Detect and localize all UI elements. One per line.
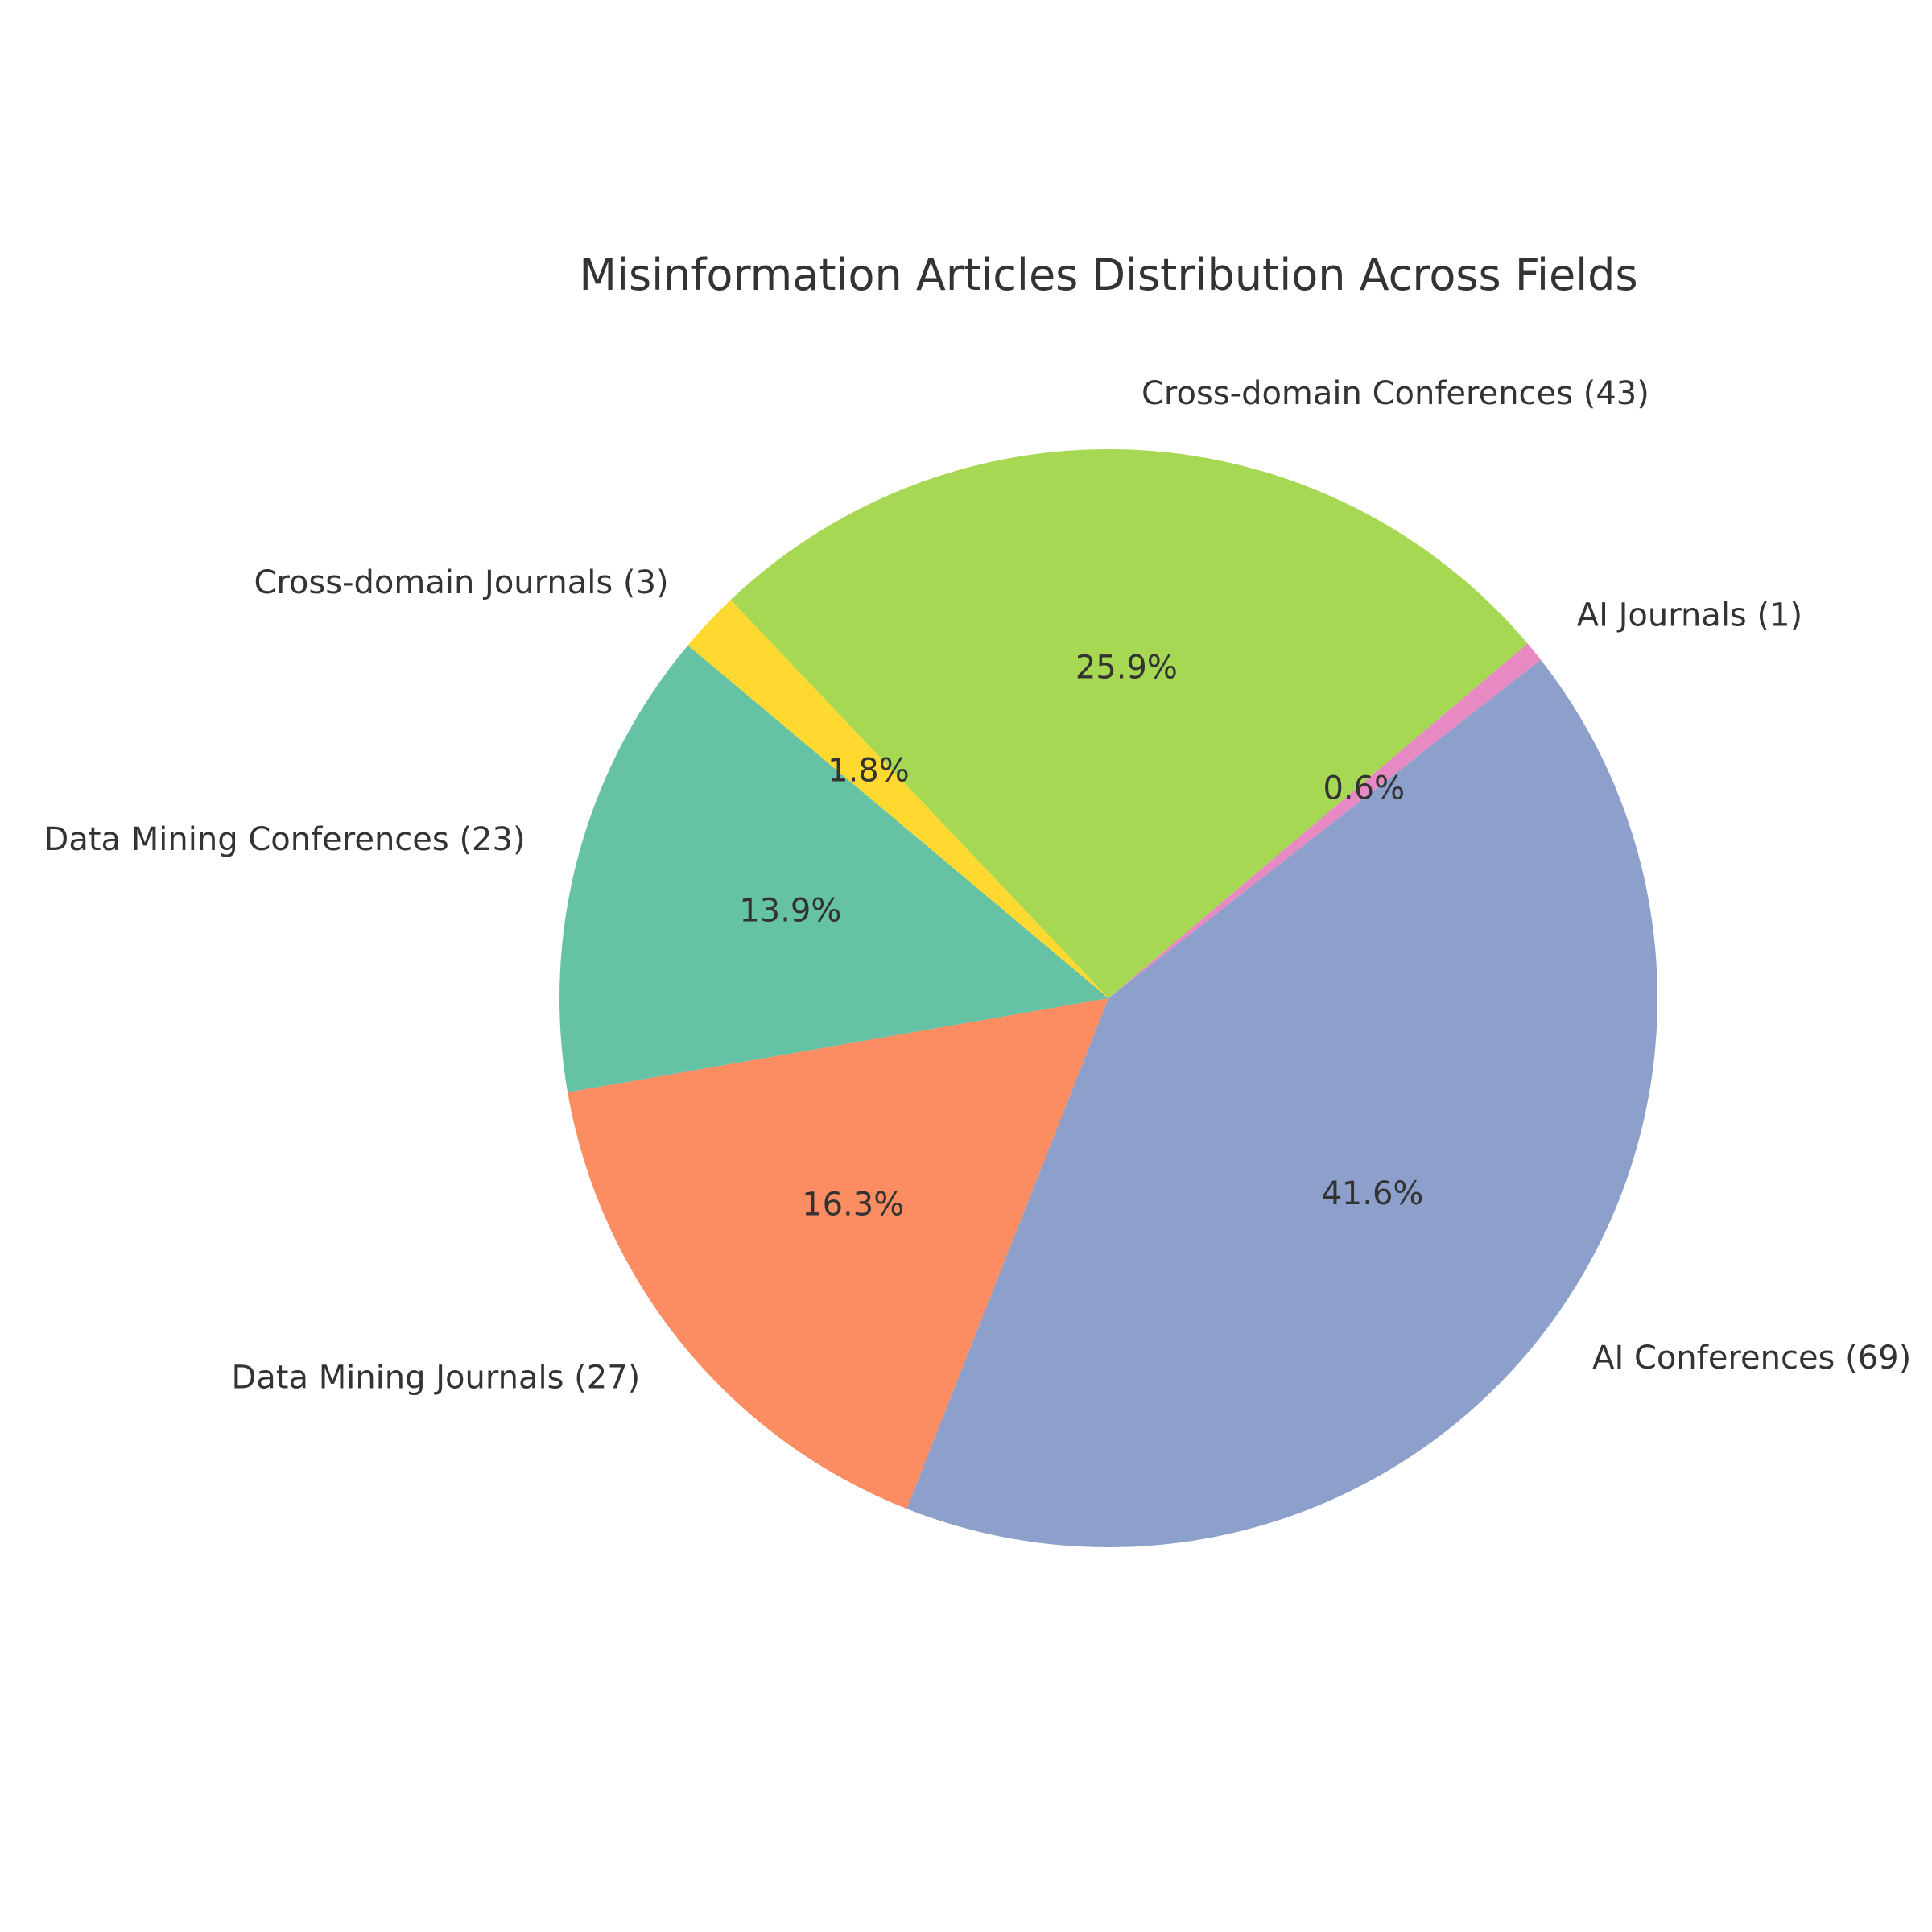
pie-slice [687, 600, 1108, 998]
slice-percent-label: 13.9% [739, 893, 841, 930]
slice-label: Data Mining Conferences (23) [44, 821, 526, 858]
slice-percent-label: 0.6% [1323, 770, 1405, 807]
slice-label: AI Conferences (69) [1592, 1340, 1911, 1377]
pie-labels: Data Mining Conferences (23) 13.9% Data Mi… [44, 375, 1912, 1397]
pie-slice [1108, 643, 1541, 998]
slice-label: Cross-domain Journals (3) [254, 564, 668, 601]
pie-slice [730, 449, 1528, 998]
chart-title: Misinformation Articles Distribution Acr… [579, 250, 1637, 300]
slice-label: AI Journals (1) [1577, 597, 1802, 634]
pie-slice [906, 659, 1657, 1547]
slice-label: Data Mining Journals (27) [231, 1360, 640, 1397]
slice-percent-label: 16.3% [802, 1186, 904, 1223]
slice-percent-label: 41.6% [1321, 1175, 1423, 1212]
slice-label: Cross-domain Conferences (43) [1141, 375, 1649, 412]
pie-slice [568, 998, 1108, 1509]
pie-slice [559, 645, 1108, 1093]
slice-percent-label: 1.8% [828, 753, 910, 790]
slice-percent-label: 25.9% [1075, 649, 1178, 686]
pie-slices [559, 449, 1657, 1547]
